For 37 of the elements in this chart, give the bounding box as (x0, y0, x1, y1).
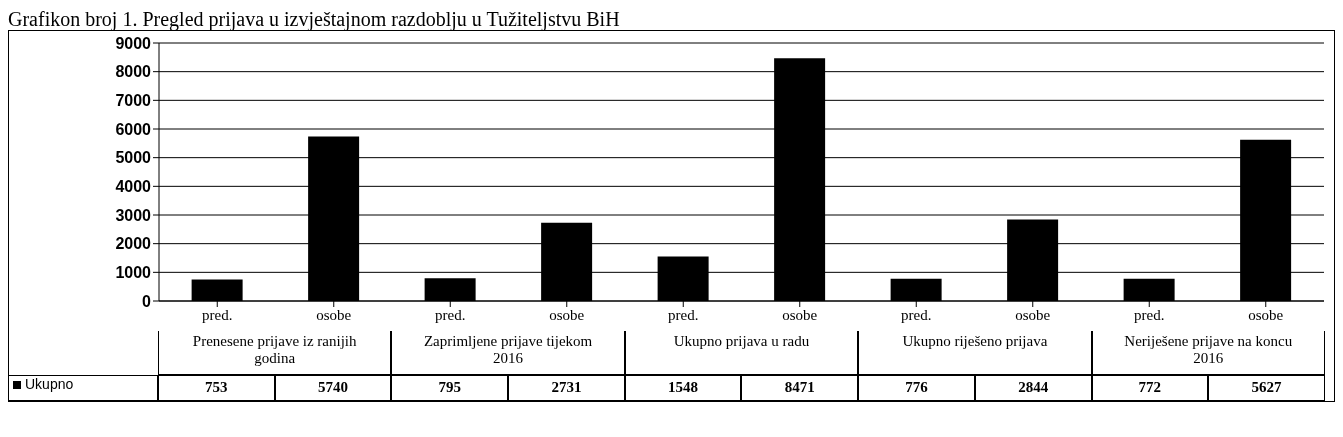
data-label: 795 (391, 375, 509, 401)
data-label: 8471 (741, 375, 859, 401)
data-label: 5627 (1208, 375, 1325, 401)
y-tick-label: 8000 (115, 63, 152, 81)
y-tick-label: 6000 (115, 120, 152, 138)
x-tick-label: osobe (316, 306, 352, 323)
data-label: 1548 (624, 375, 742, 401)
data-label: 5740 (274, 375, 392, 401)
data-label: 2844 (974, 375, 1092, 401)
text: Zaprimljene prijave tijekom 2016 (391, 331, 625, 375)
x-tick-label: pred. (435, 306, 466, 323)
data-label: 2731 (508, 375, 625, 401)
y-tick-label: 4000 (115, 178, 152, 196)
y-tick-label: 3000 (115, 206, 152, 224)
y-tick-label: 5000 (115, 149, 152, 167)
x-tick-label: osobe (549, 306, 585, 323)
y-tick-label: 2000 (115, 235, 152, 253)
text: Prenesene prijave iz ranijih godina (158, 331, 392, 375)
chart-title: Grafikon broj 1. Pregled prijava u izvještajnom razdoblju u Tužiteljstvu BiH (8, 8, 621, 30)
data-label: 772 (1091, 375, 1209, 401)
y-tick-label: 9000 (115, 34, 152, 52)
text: Ukupno prijava u radu (624, 331, 859, 375)
data-label: 753 (158, 375, 275, 401)
x-tick-label: pred. (668, 306, 699, 323)
text: Neriješene prijave na koncu 2016 (1091, 331, 1325, 375)
x-tick-label: pred. (202, 306, 233, 323)
x-tick-label: osobe (1015, 306, 1051, 323)
x-tick-label: osobe (1248, 306, 1284, 323)
x-tick-label: pred. (901, 306, 932, 323)
x-tick-label: osobe (782, 306, 818, 323)
x-tick-label: pred. (1134, 306, 1165, 323)
legend-label: Ukupno (9, 375, 158, 401)
text: Ukupno riješeno prijava (858, 331, 1092, 375)
y-tick-label: 7000 (115, 92, 152, 110)
y-tick-label: 0 (142, 292, 152, 310)
y-tick-label: 1000 (115, 264, 152, 282)
data-label: 776 (858, 375, 975, 401)
